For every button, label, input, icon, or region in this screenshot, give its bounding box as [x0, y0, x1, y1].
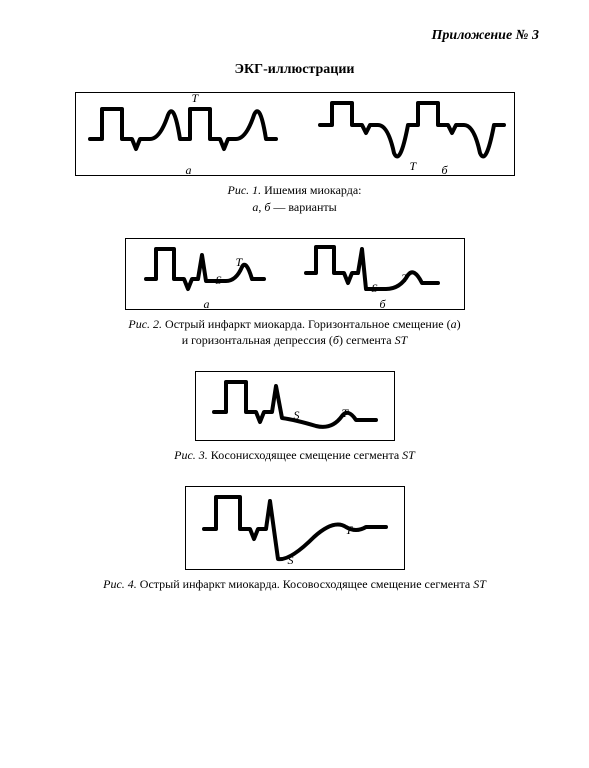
fig4-caption-num: Рис. 4.: [103, 577, 137, 591]
fig4-box: S T: [185, 486, 405, 570]
fig2-label-a: а: [204, 297, 210, 312]
fig1-box: T T а б: [75, 92, 515, 176]
fig4-caption-txt: Острый инфаркт миокарда. Косовосходящее …: [137, 577, 473, 591]
fig4-caption-it-st: ST: [473, 577, 486, 591]
appendix-label: Приложение № 3: [50, 28, 539, 44]
fig3-box: S T: [195, 371, 395, 441]
fig3-label-S: S: [294, 408, 300, 423]
fig2-caption-l2b: ) сегмента: [339, 333, 395, 347]
fig4-svg: [186, 487, 406, 571]
fig2-label-S-a: S: [216, 273, 222, 288]
fig2-box: T S T S а б: [125, 238, 465, 310]
fig2-caption-l2a: и горизонтальная депрессия (: [182, 333, 333, 347]
fig1-label-T-a: T: [192, 91, 199, 106]
fig2-label-T-a: T: [236, 255, 243, 270]
fig1-label-b: б: [442, 163, 448, 178]
fig3-caption-it-st: ST: [402, 448, 415, 462]
fig3-caption: Рис. 3. Косонисходящее смещение сегмента…: [50, 447, 539, 464]
fig2-path-a: [146, 249, 264, 289]
fig4-caption: Рис. 4. Острый инфаркт миокарда. Косовос…: [50, 576, 539, 593]
fig1-path-a: [90, 109, 276, 149]
fig1-label-a: а: [186, 163, 192, 178]
fig3-svg: [196, 372, 396, 442]
fig4-path: [204, 497, 386, 559]
fig1-svg: [76, 93, 516, 177]
fig2-caption-l1b: ): [457, 317, 461, 331]
fig3-caption-num: Рис. 3.: [174, 448, 208, 462]
fig2-caption-l1a: Острый инфаркт миокарда. Горизонтальное …: [162, 317, 451, 331]
fig2-label-T-b: T: [402, 271, 409, 286]
fig1-caption-l1: Ишемия миокарда:: [261, 183, 361, 197]
fig3-caption-txt: Косонисходящее смещение сегмента: [208, 448, 402, 462]
fig1-caption-num: Рис. 1.: [227, 183, 261, 197]
fig1-caption: Рис. 1. Ишемия миокарда: а, б — варианты: [50, 182, 539, 216]
fig3-label-T: T: [342, 406, 349, 421]
fig4-label-S: S: [288, 553, 294, 568]
fig2-caption-it-st: ST: [395, 333, 408, 347]
fig1-label-T-b: T: [410, 159, 417, 174]
fig4-label-T: T: [346, 523, 353, 538]
fig2-label-b: б: [380, 297, 386, 312]
fig2-label-S-b: S: [372, 281, 378, 296]
page: Приложение № 3 ЭКГ-иллюстрации T T а б Р…: [0, 0, 589, 768]
fig2-svg: [126, 239, 466, 311]
fig1-caption-end: — варианты: [270, 200, 336, 214]
main-title: ЭКГ-иллюстрации: [50, 62, 539, 78]
fig1-path-b: [320, 103, 504, 157]
fig2-caption-num: Рис. 2.: [128, 317, 162, 331]
fig2-caption: Рис. 2. Острый инфаркт миокарда. Горизон…: [50, 316, 539, 350]
